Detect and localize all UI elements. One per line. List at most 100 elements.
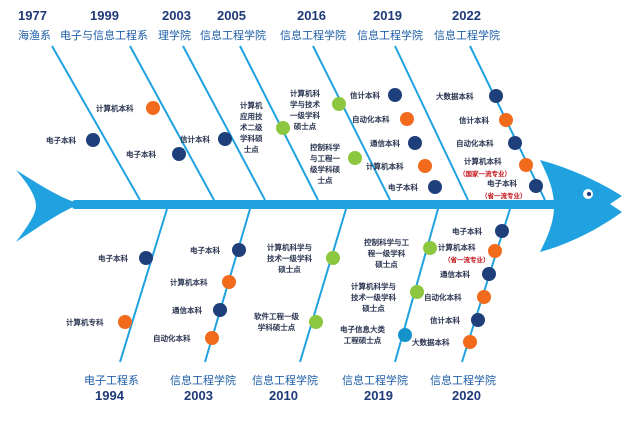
dot-b2003-2 bbox=[222, 275, 236, 289]
top-dept-1977: 海渔系 bbox=[18, 29, 51, 42]
program-t1999-1: 计算机本科 bbox=[96, 104, 134, 113]
program-t1999-2: 电子本科 bbox=[126, 150, 156, 159]
dot-b2003-1 bbox=[232, 243, 246, 257]
program-b2010-1: 计算机科学与 技术一级学科 硕士点 bbox=[267, 243, 312, 274]
bottom-year-2019: 2019 bbox=[364, 388, 393, 403]
top-year-2019: 2019 bbox=[373, 8, 402, 23]
program-t2022-2: 信计本科 bbox=[459, 116, 489, 125]
rib-top-1977 bbox=[51, 45, 141, 201]
top-dept-1999: 电子与信息工程系 bbox=[60, 29, 148, 42]
dot-t2022-3 bbox=[508, 136, 522, 150]
dot-t2019-1 bbox=[388, 88, 402, 102]
bottom-year-2003: 2003 bbox=[184, 388, 213, 403]
dot-b2020-2 bbox=[488, 244, 502, 258]
program-t2022-5: 电子本科 bbox=[487, 179, 517, 188]
program-b2020-5: 信计本科 bbox=[430, 316, 460, 325]
program-t2005-1: 计算机 应用技 术二级 学科硕 士点 bbox=[240, 101, 263, 154]
top-year-1977: 1977 bbox=[18, 8, 47, 23]
rib-bottom-2010 bbox=[299, 208, 347, 363]
program-b2020-1: 电子本科 bbox=[452, 227, 482, 236]
program-t2016-1: 计算机科 学与技术 一级学科 硕士点 bbox=[290, 89, 320, 131]
bottom-dept-1994: 电子工程系 bbox=[84, 374, 139, 387]
dot-t2016-1 bbox=[332, 97, 346, 111]
dot-b1994-2 bbox=[118, 315, 132, 329]
bottom-dept-2019: 信息工程学院 bbox=[342, 374, 408, 387]
bottom-dept-2003: 信息工程学院 bbox=[170, 374, 236, 387]
fish-pupil bbox=[587, 192, 591, 196]
program-b2020-3: 通信本科 bbox=[440, 270, 470, 279]
program-t2019-5: 电子本科 bbox=[388, 183, 418, 192]
dot-b2003-3 bbox=[213, 303, 227, 317]
dot-t2019-5 bbox=[428, 180, 442, 194]
program-b2020-6: 大数据本科 bbox=[412, 338, 450, 347]
dot-t2003-1 bbox=[218, 132, 232, 146]
rib-top-2019 bbox=[394, 45, 469, 201]
dot-b2020-6 bbox=[463, 335, 477, 349]
dot-t1999-2 bbox=[172, 147, 186, 161]
bottom-year-2020: 2020 bbox=[452, 388, 481, 403]
dot-t2019-3 bbox=[408, 136, 422, 150]
dot-b2020-1 bbox=[495, 224, 509, 238]
bottom-dept-2020: 信息工程学院 bbox=[430, 374, 496, 387]
dot-t1999-1 bbox=[146, 101, 160, 115]
rib-top-1999 bbox=[129, 45, 215, 201]
top-year-2005: 2005 bbox=[217, 8, 246, 23]
program-t2003-1: 信计本科 bbox=[180, 135, 210, 144]
program-b2003-4: 自动化本科 bbox=[153, 334, 191, 343]
top-year-2016: 2016 bbox=[297, 8, 326, 23]
fish-spine bbox=[72, 200, 582, 209]
top-year-1999: 1999 bbox=[90, 8, 119, 23]
dot-b2020-3 bbox=[482, 267, 496, 281]
program-b1994-2: 计算机专科 bbox=[66, 318, 104, 327]
dot-t2016-2 bbox=[348, 151, 362, 165]
dot-b1994-1 bbox=[139, 251, 153, 265]
program-b1994-1: 电子本科 bbox=[98, 254, 128, 263]
rib-top-2016 bbox=[312, 45, 391, 201]
top-dept-2016: 信息工程学院 bbox=[280, 29, 346, 42]
dot-b2010-1 bbox=[326, 251, 340, 265]
bottom-year-1994: 1994 bbox=[95, 388, 124, 403]
program-b2020-2-note: （省一流专业） bbox=[444, 256, 490, 264]
top-dept-2019: 信息工程学院 bbox=[357, 29, 423, 42]
program-b2003-2: 计算机本科 bbox=[170, 278, 208, 287]
bottom-year-2010: 2010 bbox=[269, 388, 298, 403]
program-t2022-3: 自动化本科 bbox=[456, 139, 494, 148]
top-year-2022: 2022 bbox=[452, 8, 481, 23]
dot-t2019-4 bbox=[418, 159, 432, 173]
program-b2019-2: 计算机科学与 技术一级学科 硕士点 bbox=[351, 282, 396, 313]
program-b2020-2: 计算机本科 bbox=[438, 243, 476, 252]
program-b2019-1: 控制科学与工 程一级学科 硕士点 bbox=[364, 238, 409, 269]
program-t2016-2: 控制科学 与工程一 级学科硕 士点 bbox=[310, 143, 340, 185]
dot-b2019-2 bbox=[410, 285, 424, 299]
dot-b2019-1 bbox=[423, 241, 437, 255]
rib-bottom-1994 bbox=[119, 208, 168, 363]
dot-t2022-5 bbox=[529, 179, 543, 193]
program-t2019-3: 通信本科 bbox=[370, 139, 400, 148]
program-t2022-5-note: （省一流专业） bbox=[481, 192, 527, 200]
dot-t2022-2 bbox=[499, 113, 513, 127]
program-b2003-1: 电子本科 bbox=[190, 246, 220, 255]
program-t2019-4: 计算机本科 bbox=[366, 162, 404, 171]
top-dept-2022: 信息工程学院 bbox=[434, 29, 500, 42]
program-b2003-3: 通信本科 bbox=[172, 306, 202, 315]
dot-t2022-4 bbox=[519, 158, 533, 172]
top-dept-2005: 信息工程学院 bbox=[200, 29, 266, 42]
program-t1977-1: 电子本科 bbox=[46, 136, 76, 145]
program-t2019-1: 信计本科 bbox=[350, 91, 380, 100]
dot-b2010-2 bbox=[309, 315, 323, 329]
dot-b2020-5 bbox=[471, 313, 485, 327]
program-t2022-4-note: （国家一流专业） bbox=[459, 170, 511, 178]
fish-head bbox=[540, 160, 622, 252]
bottom-dept-2010: 信息工程学院 bbox=[252, 374, 318, 387]
program-t2019-2: 自动化本科 bbox=[352, 115, 390, 124]
fish-tail bbox=[16, 170, 80, 242]
program-t2022-1: 大数据本科 bbox=[436, 92, 474, 101]
top-year-2003: 2003 bbox=[162, 8, 191, 23]
rib-top-2003 bbox=[182, 45, 266, 201]
dot-b2003-4 bbox=[205, 331, 219, 345]
program-t2022-4: 计算机本科 bbox=[464, 157, 502, 166]
dot-t2022-1 bbox=[489, 89, 503, 103]
program-b2010-2: 软件工程一级 学科硕士点 bbox=[254, 312, 299, 332]
